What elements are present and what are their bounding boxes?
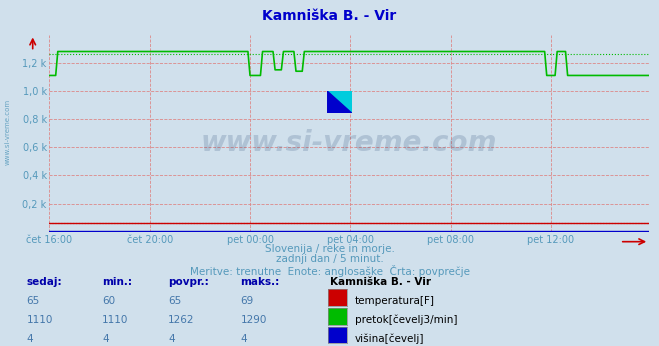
- Text: www.si-vreme.com: www.si-vreme.com: [5, 98, 11, 165]
- Text: 69: 69: [241, 296, 254, 306]
- Text: Meritve: trenutne  Enote: anglosaške  Črta: povprečje: Meritve: trenutne Enote: anglosaške Črta…: [190, 265, 469, 277]
- Polygon shape: [327, 91, 352, 113]
- Text: www.si-vreme.com: www.si-vreme.com: [201, 129, 498, 157]
- Text: zadnji dan / 5 minut.: zadnji dan / 5 minut.: [275, 254, 384, 264]
- Text: povpr.:: povpr.:: [168, 277, 209, 288]
- Text: 60: 60: [102, 296, 115, 306]
- Polygon shape: [327, 91, 352, 113]
- Polygon shape: [327, 91, 352, 113]
- Text: 4: 4: [168, 334, 175, 344]
- Text: 1290: 1290: [241, 315, 267, 325]
- Text: Slovenija / reke in morje.: Slovenija / reke in morje.: [264, 244, 395, 254]
- Text: min.:: min.:: [102, 277, 132, 288]
- Text: višina[čevelj]: višina[čevelj]: [355, 333, 424, 344]
- Text: Kamniška B. - Vir: Kamniška B. - Vir: [330, 277, 430, 288]
- Text: 65: 65: [26, 296, 40, 306]
- Text: 4: 4: [241, 334, 247, 344]
- Text: sedaj:: sedaj:: [26, 277, 62, 288]
- Text: 4: 4: [102, 334, 109, 344]
- Text: maks.:: maks.:: [241, 277, 280, 288]
- Text: 1262: 1262: [168, 315, 194, 325]
- Text: 1110: 1110: [26, 315, 53, 325]
- Text: pretok[čevelj3/min]: pretok[čevelj3/min]: [355, 314, 457, 325]
- Text: 65: 65: [168, 296, 181, 306]
- Text: Kamniška B. - Vir: Kamniška B. - Vir: [262, 9, 397, 22]
- Text: temperatura[F]: temperatura[F]: [355, 296, 434, 306]
- Text: 1110: 1110: [102, 315, 129, 325]
- Text: 4: 4: [26, 334, 33, 344]
